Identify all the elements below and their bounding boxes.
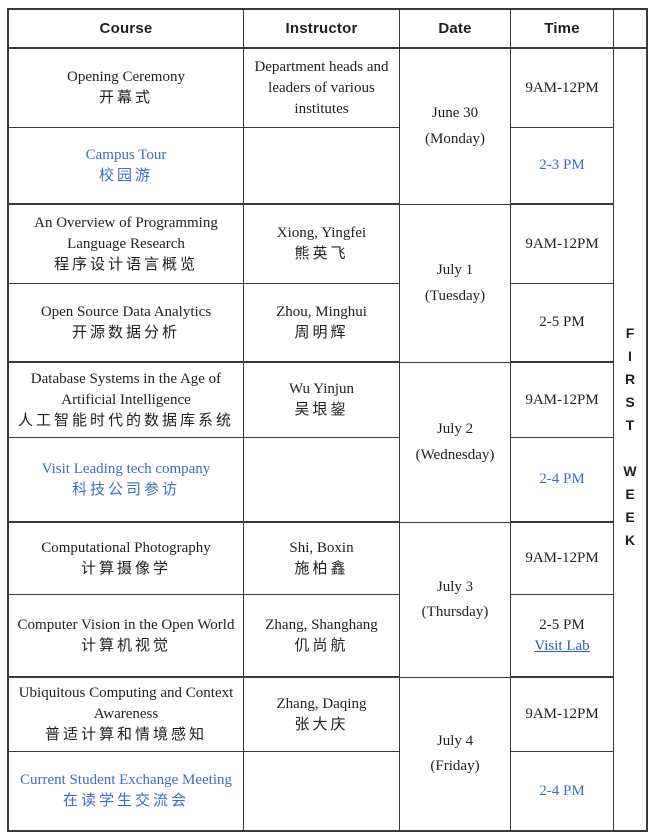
header-cell-time: Time [511, 10, 614, 49]
date-line2: (Tuesday) [424, 287, 486, 304]
time-value: 9AM-12PM [525, 391, 599, 408]
time-value: 2-5 PM [539, 314, 585, 330]
course-cell: Computer Vision in the Open World 计算机视觉 [9, 595, 244, 678]
time-cell: 2-5 PM Visit Lab [511, 595, 614, 678]
time-value: 9AM-12PM [525, 79, 599, 96]
time-cell: 2-4 PM [511, 438, 614, 523]
course-title-en: Computer Vision in the Open World [17, 616, 235, 633]
instructor-name-zh: 熊英飞 [294, 246, 349, 262]
time-value: 9AM-12PM [525, 235, 599, 252]
date-line2: (Thursday) [421, 604, 489, 620]
date-line1: July 4 [436, 732, 474, 749]
course-schedule-table: Course Instructor Date Time FIRST WEEK O… [7, 8, 648, 832]
instructor-cell: Zhang, Shanghang 仉尚航 [244, 595, 400, 678]
instructor-cell: Wu Yinjun 吴垠鋆 [244, 363, 400, 438]
date-cell: July 3 (Thursday) [400, 523, 511, 678]
instructor-cell [244, 752, 400, 830]
date-cell: July 2 (Wednesday) [400, 363, 511, 523]
date-line1: June 30 [431, 105, 479, 121]
course-title-en: Open Source Data Analytics [40, 303, 212, 320]
instructor-name-en: Shi, Boxin [289, 539, 354, 556]
course-cell: An Overview of Programming Language Rese… [9, 205, 244, 284]
course-cell: Computational Photography 计算摄像学 [9, 523, 244, 595]
course-title-zh: 普适计算和情境感知 [44, 727, 207, 743]
instructor-cell: Zhang, Daqing 张大庆 [244, 678, 400, 752]
course-title-en: Opening Ceremony [67, 69, 185, 85]
course-title-en: Database Systems in the Age of Artificia… [30, 370, 222, 408]
instructor-name-en: Zhang, Shanghang [265, 616, 378, 633]
date-line2: (Friday) [430, 758, 480, 774]
course-cell: Opening Ceremony 开幕式 [9, 49, 244, 128]
course-title-zh: 开幕式 [98, 90, 153, 106]
course-cell: Visit Leading tech company 科技公司参访 [9, 438, 244, 523]
time-cell: 9AM-12PM [511, 678, 614, 752]
course-cell: Campus Tour 校园游 [9, 128, 244, 205]
first-week-label: FIRST WEEK [622, 324, 638, 555]
date-line1: July 3 [436, 578, 474, 595]
course-title-en: Ubiquitous Computing and Context Awarene… [18, 685, 234, 722]
time-cell: 2-4 PM [511, 752, 614, 830]
time-value: 2-3 PM [539, 157, 585, 173]
instructor-cell: Xiong, Yingfei 熊英飞 [244, 205, 400, 284]
instructor-name-zh: 吴垠鋆 [294, 402, 349, 418]
header-cell-week [614, 10, 646, 49]
course-title-zh: 计算摄像学 [80, 560, 171, 577]
instructor-cell: Zhou, Minghui 周明辉 [244, 284, 400, 363]
course-title-zh: 科技公司参访 [71, 481, 180, 498]
instructor-cell [244, 128, 400, 205]
course-title-en: Campus Tour [85, 146, 167, 163]
date-line1: July 2 [436, 421, 474, 437]
instructor-name-zh: 施柏鑫 [294, 560, 349, 577]
visit-lab-link[interactable]: Visit Lab [534, 637, 590, 654]
time-cell: 9AM-12PM [511, 205, 614, 284]
date-cell: June 30 (Monday) [400, 49, 511, 205]
week-cell: FIRST WEEK [614, 49, 646, 830]
course-cell: Ubiquitous Computing and Context Awarene… [9, 678, 244, 752]
course-cell: Database Systems in the Age of Artificia… [9, 363, 244, 438]
instructor-cell: Department heads and leaders of various … [244, 49, 400, 128]
date-line1: July 1 [436, 262, 474, 278]
time-cell: 9AM-12PM [511, 49, 614, 128]
course-title-en: Visit Leading tech company [41, 460, 211, 477]
course-title-en: An Overview of Programming Language Rese… [34, 214, 218, 252]
course-title-zh: 程序设计语言概览 [53, 256, 198, 273]
time-cell: 9AM-12PM [511, 363, 614, 438]
header-cell-instructor: Instructor [244, 10, 400, 49]
instructor-name-en: Wu Yinjun [288, 381, 355, 397]
date-line2: (Wednesday) [415, 446, 495, 463]
course-title-zh: 人工智能时代的数据库系统 [17, 412, 234, 429]
course-title-zh: 开源数据分析 [71, 324, 180, 341]
time-value: 9AM-12PM [525, 550, 599, 566]
time-cell: 2-5 PM [511, 284, 614, 363]
instructor-name-zh: 张大庆 [294, 716, 349, 733]
time-value: 2-5 PM [539, 616, 585, 633]
course-title-en: Computational Photography [41, 539, 211, 556]
time-value: 2-4 PM [539, 782, 585, 799]
instructor-name-zh: 仉尚航 [294, 637, 349, 654]
header-cell-course: Course [9, 10, 244, 49]
time-value: 9AM-12PM [525, 706, 599, 722]
course-cell: Open Source Data Analytics 开源数据分析 [9, 284, 244, 363]
header-cell-date: Date [400, 10, 511, 49]
date-cell: July 4 (Friday) [400, 678, 511, 830]
course-cell: Current Student Exchange Meeting 在读学生交流会 [9, 752, 244, 830]
instructor-name-en: Department heads and leaders of various … [254, 58, 389, 117]
instructor-name-en: Zhou, Minghui [276, 303, 367, 320]
instructor-name-en: Xiong, Yingfei [276, 225, 367, 241]
date-cell: July 1 (Tuesday) [400, 205, 511, 363]
instructor-name-zh: 周明辉 [294, 324, 349, 341]
course-title-zh: 在读学生交流会 [62, 793, 189, 809]
time-cell: 9AM-12PM [511, 523, 614, 595]
course-title-zh: 计算机视觉 [80, 637, 171, 654]
course-title-en: Current Student Exchange Meeting [19, 772, 233, 788]
date-line2: (Monday) [425, 130, 485, 147]
time-value: 2-4 PM [539, 471, 585, 487]
instructor-cell: Shi, Boxin 施柏鑫 [244, 523, 400, 595]
instructor-cell [244, 438, 400, 523]
time-cell: 2-3 PM [511, 128, 614, 205]
instructor-name-en: Zhang, Daqing [276, 695, 367, 712]
course-title-zh: 校园游 [98, 167, 153, 184]
